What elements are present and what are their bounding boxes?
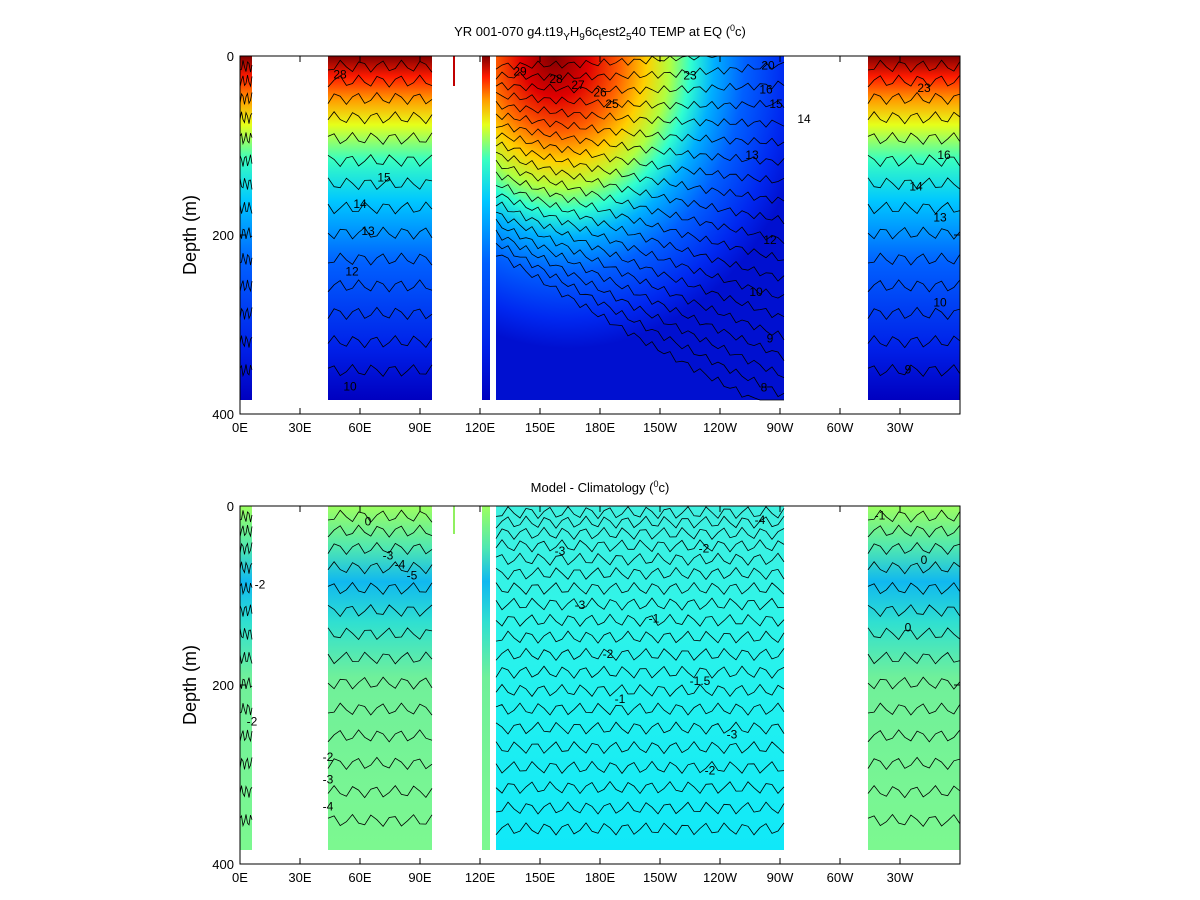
- contour-label: -2: [699, 542, 710, 556]
- y-tick-label: 400: [212, 407, 234, 422]
- contour-label: 29: [513, 65, 527, 79]
- contour-label: 10: [343, 380, 357, 394]
- contour-label: 15: [769, 97, 783, 111]
- contour-label: 9: [905, 363, 912, 377]
- x-tick-label: 0E: [232, 420, 248, 435]
- ocean-section-4: [868, 56, 960, 400]
- contour-label: 13: [361, 224, 375, 238]
- x-tick-label: 150W: [643, 870, 678, 885]
- ocean-section-2: [482, 56, 490, 400]
- x-tick-label: 0E: [232, 870, 248, 885]
- contour-lines: [239, 505, 961, 836]
- x-tick-label: 30E: [288, 870, 311, 885]
- ocean-section-2: [482, 506, 490, 850]
- contour-label: 10: [933, 296, 947, 310]
- x-tick-label: 180E: [585, 420, 616, 435]
- contour-label: -4: [755, 513, 766, 527]
- contour-label: 0: [365, 515, 372, 529]
- contour-label: -3: [727, 728, 738, 742]
- x-tick-label: 90E: [408, 420, 431, 435]
- contour-label: 14: [353, 197, 367, 211]
- contour-label: 16: [759, 83, 773, 97]
- contour-label: 27: [571, 78, 585, 92]
- contour-label: -2: [603, 647, 614, 661]
- x-tick-label: 150E: [525, 870, 556, 885]
- contour-label: -2: [255, 577, 266, 591]
- x-tick-label: 60E: [348, 870, 371, 885]
- y-axis-label: Depth (m): [180, 645, 200, 725]
- isolated-mark: [453, 506, 455, 534]
- contour-label: 12: [345, 264, 359, 278]
- isolated-mark: [453, 56, 455, 86]
- contour-label: 9: [767, 331, 774, 345]
- x-tick-label: 30E: [288, 420, 311, 435]
- x-tick-label: 60W: [827, 420, 854, 435]
- contour-label: 23: [683, 68, 697, 82]
- x-tick-label: 30W: [887, 420, 914, 435]
- x-tick-label: 60W: [827, 870, 854, 885]
- contour-label: -1: [615, 692, 626, 706]
- y-axis-label: Depth (m): [180, 195, 200, 275]
- ocean-section-0: [240, 56, 252, 400]
- contour-label: 28: [549, 72, 563, 86]
- contour-label: 14: [909, 179, 923, 193]
- ocean-section-0: [240, 506, 252, 850]
- x-tick-label: 150E: [525, 420, 556, 435]
- y-tick-label: 200: [212, 678, 234, 693]
- contour-label: 14: [797, 112, 811, 126]
- contour-label: 10: [749, 285, 763, 299]
- x-tick-label: 120E: [465, 420, 496, 435]
- contour-label: -4: [395, 558, 406, 572]
- contour-label: -3: [555, 544, 566, 558]
- contour-label: -4: [323, 799, 334, 813]
- difference-section-panel: Model - Climatology (0c)0-3-4-5-2-3-4-2-…: [180, 479, 961, 885]
- contour-label: 25: [605, 97, 619, 111]
- y-tick-label: 0: [227, 499, 234, 514]
- contour-label: 16: [937, 148, 951, 162]
- contour-label: 0: [921, 553, 928, 567]
- x-tick-label: 90W: [767, 870, 794, 885]
- contour-label: -5: [407, 568, 418, 582]
- temperature-section-panel: YR 001-070 g4.t19YH96ctest2540 TEMP at E…: [180, 23, 961, 435]
- contour-label: -1: [875, 508, 886, 522]
- x-tick-label: 120E: [465, 870, 496, 885]
- y-tick-label: 400: [212, 857, 234, 872]
- x-tick-label: 150W: [643, 420, 678, 435]
- x-tick-label: 90W: [767, 420, 794, 435]
- ocean-section-1: [328, 506, 432, 850]
- y-tick-label: 200: [212, 228, 234, 243]
- ocean-section-3: [496, 506, 784, 850]
- contour-label: 23: [917, 81, 931, 95]
- x-tick-label: 120W: [703, 870, 738, 885]
- x-tick-label: 180E: [585, 870, 616, 885]
- x-tick-label: 90E: [408, 870, 431, 885]
- x-tick-label: 30W: [887, 870, 914, 885]
- contour-label: 12: [763, 233, 777, 247]
- contour-label: 28: [333, 67, 347, 81]
- contour-label: 20: [761, 58, 775, 72]
- contour-label: 8: [761, 381, 768, 395]
- ocean-section-1: [328, 56, 432, 400]
- y-tick-label: 0: [227, 49, 234, 64]
- ocean-section-4: [868, 506, 960, 850]
- contour-label: -2: [247, 714, 258, 728]
- contour-label: 13: [745, 148, 759, 162]
- contour-label: -1.5: [690, 674, 711, 688]
- contour-label: -1: [649, 611, 660, 625]
- x-tick-label: 120W: [703, 420, 738, 435]
- chart-title: YR 001-070 g4.t19YH96ctest2540 TEMP at E…: [454, 23, 746, 43]
- contour-label: -3: [323, 772, 334, 786]
- contour-label: 26: [593, 85, 607, 99]
- contour-label: 0: [905, 620, 912, 634]
- chart-title: Model - Climatology (0c): [531, 479, 670, 495]
- contour-lines: [239, 55, 961, 401]
- x-tick-label: 60E: [348, 420, 371, 435]
- contour-label: -3: [575, 598, 586, 612]
- contour-label: 15: [377, 170, 391, 184]
- contour-label: -3: [383, 549, 394, 563]
- contour-label: 13: [933, 211, 947, 225]
- contour-label: -2: [705, 764, 716, 778]
- contour-label: -2: [323, 750, 334, 764]
